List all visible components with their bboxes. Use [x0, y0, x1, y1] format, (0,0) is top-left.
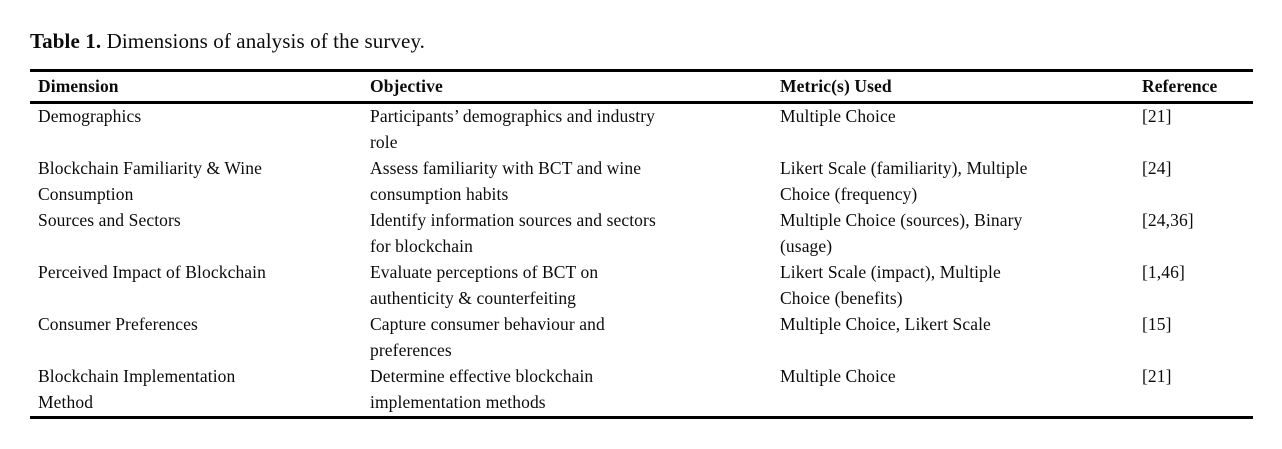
column-header-dimension: Dimension [30, 70, 370, 104]
table-body: Demographics Participants’ demographics … [30, 103, 1253, 418]
metrics-cell: Multiple Choice [780, 106, 896, 126]
dimension-cell: Perceived Impact of Blockchain [38, 262, 266, 282]
header-row: Dimension Objective Metric(s) Used Refer… [30, 70, 1253, 104]
reference-cell: [15] [1142, 314, 1172, 334]
table-caption-label: Table 1. [30, 29, 102, 53]
dimension-cell: Consumer Preferences [38, 314, 198, 334]
column-header-reference: Reference [1142, 70, 1253, 104]
table-header: Dimension Objective Metric(s) Used Refer… [30, 70, 1253, 104]
table-row: Blockchain Familiarity & Wine Consumptio… [30, 156, 1253, 208]
table-caption: Table 1. Dimensions of analysis of the s… [30, 27, 1282, 55]
table-caption-text: Dimensions of analysis of the survey. [106, 29, 426, 53]
objective-cell: Evaluate perceptions of BCT on authentic… [370, 262, 599, 308]
table-row: Demographics Participants’ demographics … [30, 103, 1253, 157]
dimension-cell: Blockchain Implementation Method [38, 366, 236, 412]
table-row: Blockchain Implementation Method Determi… [30, 364, 1253, 418]
reference-cell: [24,36] [1142, 210, 1194, 230]
column-header-metrics: Metric(s) Used [780, 70, 1142, 104]
dimension-cell: Sources and Sectors [38, 210, 181, 230]
reference-cell: [21] [1142, 366, 1172, 386]
column-header-objective: Objective [370, 70, 780, 104]
objective-cell: Participants’ demographics and industry … [370, 106, 655, 152]
metrics-cell: Likert Scale (impact), Multiple Choice (… [780, 262, 1001, 308]
objective-cell: Determine effective blockchain implement… [370, 366, 594, 412]
metrics-cell: Multiple Choice [780, 366, 896, 386]
table-row: Sources and Sectors Identify information… [30, 208, 1253, 260]
paper-page: Table 1. Dimensions of analysis of the s… [30, 27, 1282, 419]
dimensions-table: Dimension Objective Metric(s) Used Refer… [30, 69, 1253, 419]
metrics-cell: Multiple Choice (sources), Binary (usage… [780, 210, 1023, 256]
reference-cell: [24] [1142, 158, 1172, 178]
metrics-cell: Likert Scale (familiarity), Multiple Cho… [780, 158, 1028, 204]
metrics-cell: Multiple Choice, Likert Scale [780, 314, 991, 334]
table-row: Perceived Impact of Blockchain Evaluate … [30, 260, 1253, 312]
reference-cell: [21] [1142, 106, 1172, 126]
objective-cell: Identify information sources and sectors… [370, 210, 656, 256]
objective-cell: Assess familiarity with BCT and wine con… [370, 158, 642, 204]
dimension-cell: Demographics [38, 106, 142, 126]
reference-cell: [1,46] [1142, 262, 1185, 282]
dimension-cell: Blockchain Familiarity & Wine Consumptio… [38, 158, 262, 204]
table-row: Consumer Preferences Capture consumer be… [30, 312, 1253, 364]
objective-cell: Capture consumer behaviour and preferenc… [370, 314, 605, 360]
